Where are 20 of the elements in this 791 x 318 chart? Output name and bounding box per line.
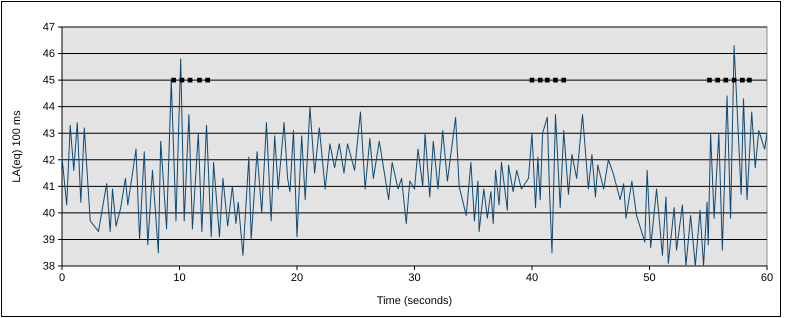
x-axis-title: Time (seconds) [376, 295, 452, 307]
x-tick-label: 40 [526, 272, 538, 284]
y-tick-label: 46 [42, 48, 55, 60]
x-tick-label: 20 [290, 272, 304, 284]
y-tick-label: 45 [42, 74, 55, 87]
line-series [62, 45, 768, 266]
y-tick-label: 41 [42, 180, 55, 193]
x-tick-label: 50 [643, 272, 656, 284]
y-tick-label: 47 [42, 22, 55, 34]
y-tick-label: 40 [42, 207, 55, 220]
x-tick-label: 30 [408, 272, 421, 284]
y-tick-label: 39 [42, 234, 55, 246]
y-tick-label: 38 [42, 260, 55, 273]
x-tick-label: 60 [760, 272, 774, 284]
y-axis-title: LA(eq) 100 ms [11, 110, 23, 183]
x-tick-label: 0 [58, 272, 66, 284]
y-tick-label: 44 [42, 101, 55, 114]
y-tick-label: 43 [42, 128, 55, 140]
x-tick-label: 10 [173, 272, 186, 284]
y-tick-label: 42 [42, 154, 55, 166]
